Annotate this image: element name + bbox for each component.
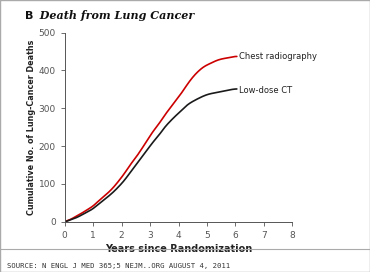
Text: SOURCE: N ENGL J MED 365;5 NEJM..ORG AUGUST 4, 2011: SOURCE: N ENGL J MED 365;5 NEJM..ORG AUG… [7,263,231,269]
X-axis label: Years since Randomization: Years since Randomization [105,244,252,254]
Text: B: B [25,11,33,21]
Text: Low-dose CT: Low-dose CT [239,86,292,95]
Text: Chest radiography: Chest radiography [239,52,317,61]
Y-axis label: Cumulative No. of Lung-Cancer Deaths: Cumulative No. of Lung-Cancer Deaths [27,39,36,215]
Text: Death from Lung Cancer: Death from Lung Cancer [32,10,194,21]
